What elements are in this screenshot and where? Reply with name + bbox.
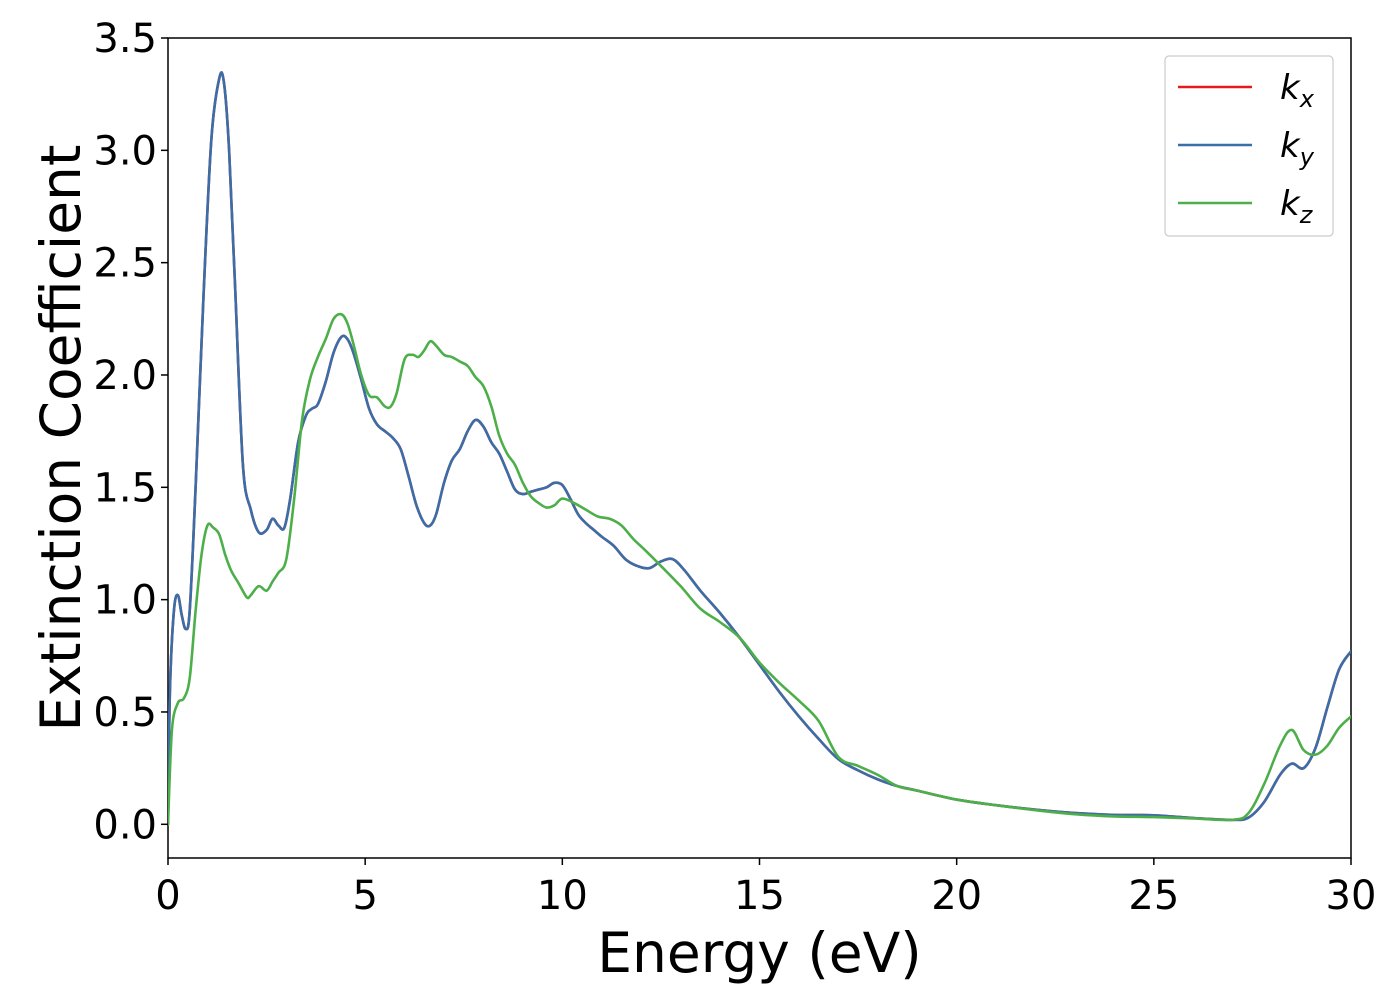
series-line-z [168,312,1351,826]
legend-label-subscript: z [1299,201,1314,229]
y-tick-label: 2.0 [93,353,157,399]
legend-label-main: k [1280,68,1301,108]
x-axis-ticks: 0 5 10 15 20 25 30 [155,858,1376,919]
legend-label-main: k [1280,184,1301,224]
legend-label-y: ky [1280,126,1315,171]
x-tick-label: 10 [537,873,588,919]
y-tick-label: 3.5 [93,16,157,62]
x-tick-label: 15 [734,873,785,919]
legend-label-main: k [1280,126,1301,166]
x-tick-label: 30 [1326,873,1377,919]
x-tick-label: 5 [352,873,377,919]
x-tick-label: 0 [155,873,180,919]
series-layer [168,71,1351,826]
y-axis-ticks: 0.0 0.5 1.0 1.5 2.0 2.5 3.0 3.5 [93,16,168,848]
y-axis-label: Extinction Coefficient [29,145,93,732]
x-tick-label: 25 [1128,873,1179,919]
legend-label-z: kz [1280,184,1314,229]
x-tick-label: 20 [931,873,982,919]
y-tick-label: 1.0 [93,578,157,624]
y-tick-label: 0.0 [93,802,157,848]
y-tick-label: 1.5 [93,465,157,511]
y-tick-label: 2.5 [93,241,157,287]
x-axis-label: Energy (eV) [597,921,921,985]
y-tick-label: 3.0 [93,128,157,174]
legend-label-subscript: x [1299,85,1315,113]
legend-label-x: kx [1280,68,1315,113]
legend-label-subscript: y [1299,143,1315,171]
y-tick-label: 0.5 [93,690,157,736]
